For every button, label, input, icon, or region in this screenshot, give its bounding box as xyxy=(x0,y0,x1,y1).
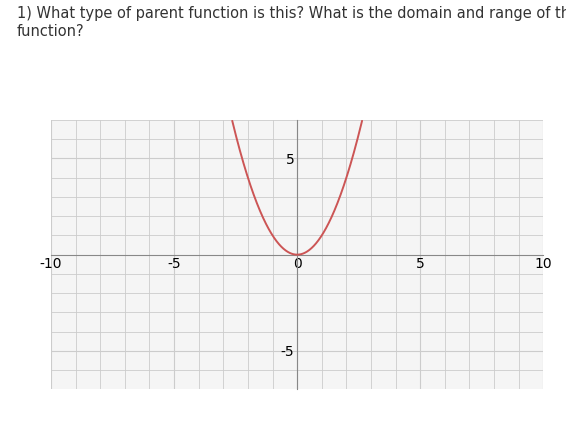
Text: function?: function? xyxy=(17,24,84,39)
Text: 1) What type of parent function is this? What is the domain and range of this: 1) What type of parent function is this?… xyxy=(17,6,566,21)
